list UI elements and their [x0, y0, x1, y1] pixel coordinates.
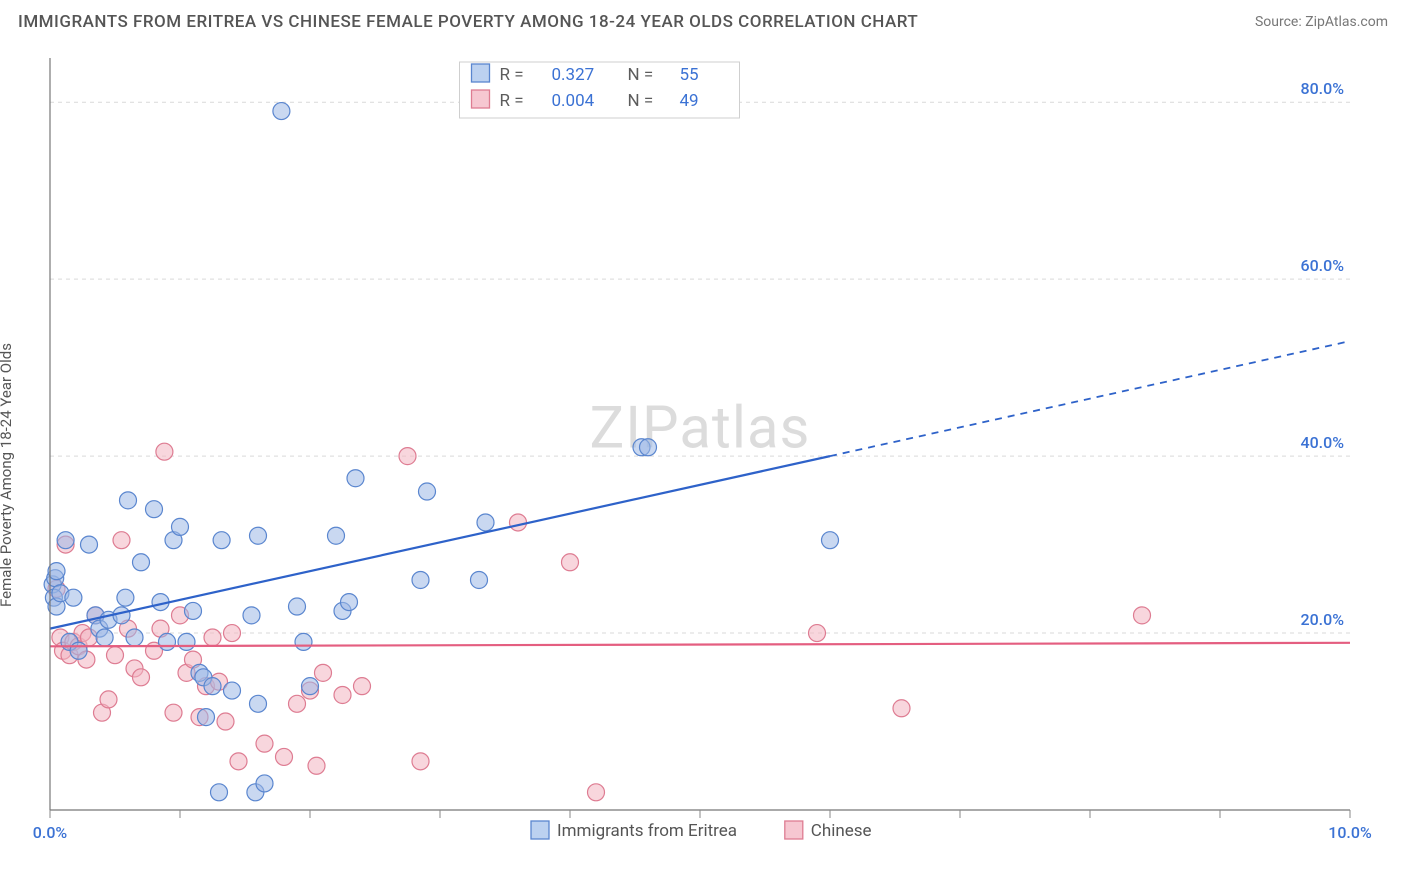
y-tick-label: 80.0%: [1300, 79, 1344, 98]
scatter-point-eritrea: [159, 633, 176, 650]
scatter-point-eritrea: [419, 483, 436, 500]
scatter-point-chinese: [100, 691, 117, 708]
scatter-point-chinese: [156, 443, 173, 460]
scatter-point-eritrea: [289, 598, 306, 615]
scatter-point-chinese: [289, 695, 306, 712]
scatter-point-eritrea: [185, 602, 202, 619]
scatter-point-eritrea: [172, 518, 189, 535]
legend-series-label: Chinese: [811, 821, 872, 841]
scatter-point-eritrea: [243, 607, 260, 624]
legend-n-value: 49: [680, 91, 699, 111]
scatter-point-eritrea: [328, 527, 345, 544]
scatter-point-eritrea: [117, 589, 134, 606]
scatter-point-eritrea: [341, 594, 358, 611]
trend-line-eritrea-extrapolated: [830, 341, 1350, 456]
scatter-point-chinese: [217, 713, 234, 730]
chart-container: Female Poverty Among 18-24 Year Olds 20.…: [0, 40, 1406, 892]
scatter-point-chinese: [204, 629, 221, 646]
scatter-point-chinese: [399, 448, 416, 465]
scatter-point-eritrea: [477, 514, 494, 531]
scatter-point-chinese: [113, 532, 130, 549]
scatter-point-eritrea: [256, 775, 273, 792]
scatter-point-eritrea: [224, 682, 241, 699]
scatter-point-eritrea: [250, 527, 267, 544]
y-tick-label: 40.0%: [1300, 433, 1344, 452]
legend-r-value: 0.004: [552, 91, 595, 111]
chart-title: IMMIGRANTS FROM ERITREA VS CHINESE FEMAL…: [18, 12, 918, 32]
scatter-point-eritrea: [113, 607, 130, 624]
scatter-point-eritrea: [412, 571, 429, 588]
legend-n-label: N =: [628, 65, 654, 85]
scatter-point-chinese: [308, 757, 325, 774]
scatter-point-chinese: [133, 669, 150, 686]
y-tick-label: 60.0%: [1300, 256, 1344, 275]
source-name: ZipAtlas.com: [1305, 14, 1388, 30]
scatter-point-eritrea: [822, 532, 839, 549]
scatter-point-eritrea: [120, 492, 137, 509]
scatter-point-chinese: [809, 625, 826, 642]
scatter-point-eritrea: [471, 571, 488, 588]
scatter-point-chinese: [562, 554, 579, 571]
scatter-point-chinese: [276, 748, 293, 765]
legend-r-label: R =: [500, 65, 524, 85]
scatter-point-eritrea: [295, 633, 312, 650]
legend-r-value: 0.327: [552, 65, 595, 85]
legend-series-label: Immigrants from Eritrea: [557, 821, 737, 841]
scatter-point-eritrea: [213, 532, 230, 549]
watermark: ZIPatlas: [590, 394, 811, 462]
scatter-point-eritrea: [81, 536, 98, 553]
scatter-point-eritrea: [302, 678, 319, 695]
legend-swatch: [472, 64, 490, 82]
scatter-point-eritrea: [133, 554, 150, 571]
scatter-point-eritrea: [65, 589, 82, 606]
scatter-point-chinese: [334, 686, 351, 703]
legend-swatch: [785, 821, 803, 839]
x-tick-label: 0.0%: [33, 823, 68, 842]
scatter-point-eritrea: [250, 695, 267, 712]
scatter-point-eritrea: [70, 642, 87, 659]
scatter-point-chinese: [315, 664, 332, 681]
scatter-point-eritrea: [640, 439, 657, 456]
correlation-scatter-chart: 20.0% 40.0% 60.0% 80.0% ZIPatlas 0.0% 10.0% R =…: [0, 40, 1406, 892]
scatter-point-chinese: [893, 700, 910, 717]
scatter-point-chinese: [230, 753, 247, 770]
scatter-point-eritrea: [178, 633, 195, 650]
scatter-point-eritrea: [126, 629, 143, 646]
legend-r-label: R =: [500, 91, 524, 111]
scatter-point-eritrea: [211, 784, 228, 801]
scatter-point-eritrea: [204, 678, 221, 695]
source-attribution: Source: ZipAtlas.com: [1255, 14, 1388, 30]
y-axis-label: Female Poverty Among 18-24 Year Olds: [0, 343, 15, 607]
scatter-point-eritrea: [273, 103, 290, 120]
scatter-point-chinese: [412, 753, 429, 770]
scatter-point-eritrea: [347, 470, 364, 487]
y-tick-label: 20.0%: [1300, 610, 1344, 629]
legend-n-value: 55: [680, 65, 699, 85]
source-label: Source:: [1255, 14, 1302, 30]
scatter-point-eritrea: [57, 532, 74, 549]
trend-line-chinese: [50, 643, 1350, 647]
legend-swatch: [531, 821, 549, 839]
scatter-point-chinese: [510, 514, 527, 531]
scatter-point-chinese: [1134, 607, 1151, 624]
scatter-point-chinese: [107, 647, 124, 664]
scatter-point-eritrea: [96, 629, 113, 646]
legend-swatch: [472, 90, 490, 108]
scatter-point-chinese: [165, 704, 182, 721]
scatter-point-chinese: [256, 735, 273, 752]
legend-n-label: N =: [628, 91, 654, 111]
scatter-point-eritrea: [146, 501, 163, 518]
x-tick-label: 10.0%: [1328, 823, 1372, 842]
scatter-point-chinese: [354, 678, 371, 695]
scatter-point-chinese: [588, 784, 605, 801]
scatter-point-eritrea: [198, 709, 215, 726]
scatter-point-chinese: [224, 625, 241, 642]
